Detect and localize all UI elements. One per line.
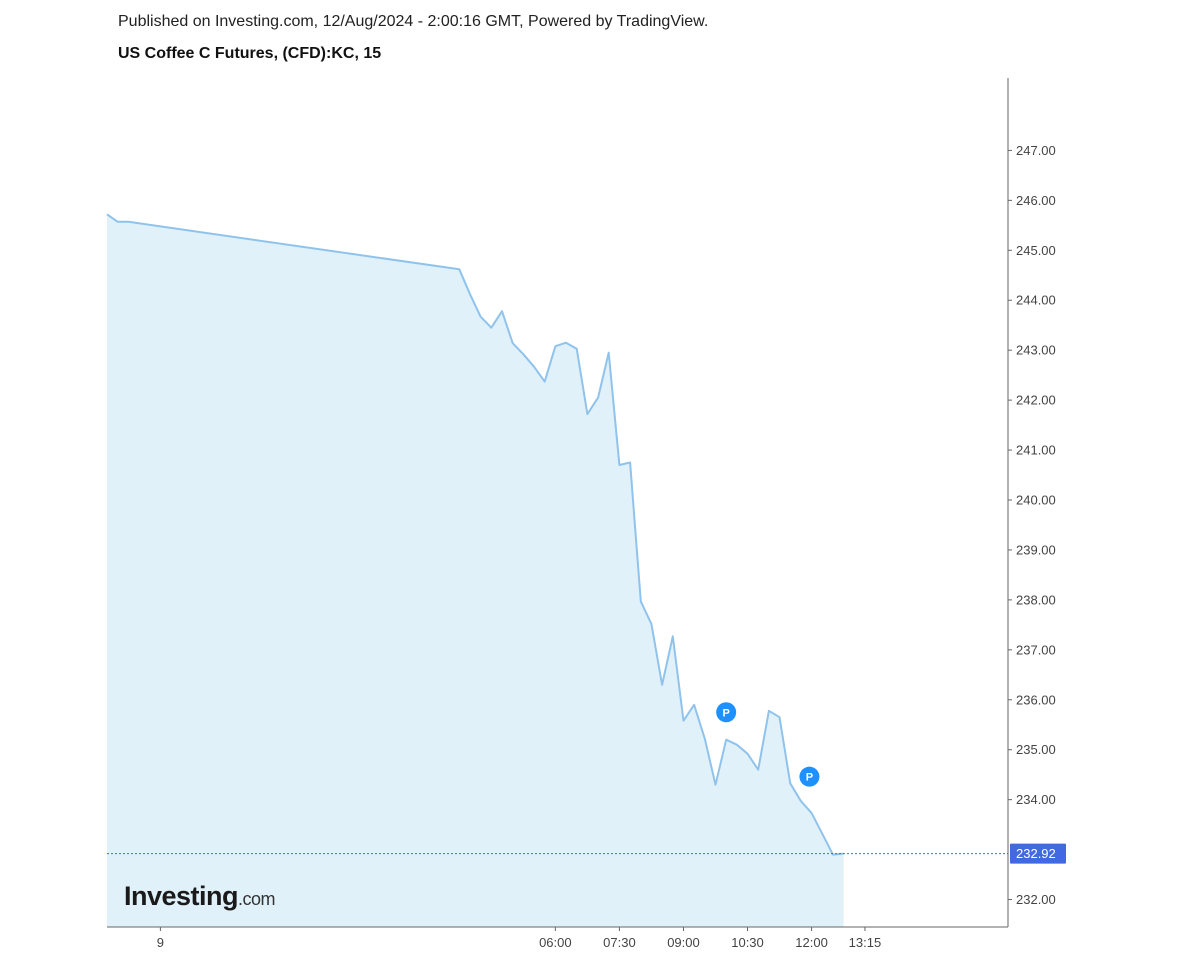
x-tick-label: 12:00 — [795, 935, 828, 950]
y-tick-label: 238.00 — [1016, 592, 1056, 607]
y-tick-label: 237.00 — [1016, 642, 1056, 657]
event-marker-label: P — [722, 707, 729, 719]
y-tick-label: 239.00 — [1016, 542, 1056, 557]
y-tick-label: 240.00 — [1016, 493, 1056, 508]
x-axis-ticks: 9 06:00 07:30 09:00 10:30 12:00 13:15 — [157, 927, 881, 950]
y-tick-label: 246.00 — [1016, 193, 1056, 208]
last-price-badge: 232.92 — [1010, 843, 1066, 864]
event-marker-icon[interactable]: P — [799, 766, 820, 787]
event-marker-label: P — [806, 772, 813, 784]
last-price-label: 232.92 — [1016, 846, 1056, 861]
y-tick-label: 234.00 — [1016, 792, 1056, 807]
published-info: Published on Investing.com, 12/Aug/2024 … — [118, 13, 709, 30]
y-tick-label: 241.00 — [1016, 443, 1056, 458]
y-tick-label: 247.00 — [1016, 143, 1056, 158]
x-tick-label: 07:30 — [603, 935, 636, 950]
y-tick-label: 245.00 — [1016, 243, 1056, 258]
y-tick-label: 232.00 — [1016, 892, 1056, 907]
y-tick-label: 243.00 — [1016, 343, 1056, 358]
x-tick-label: 09:00 — [667, 935, 700, 950]
symbol-title: US Coffee C Futures, (CFD):KC, 15 — [118, 45, 382, 62]
x-tick-label: 10:30 — [731, 935, 764, 950]
event-marker-circle[interactable] — [716, 702, 737, 723]
price-area-fill — [107, 214, 844, 928]
price-line — [106, 213, 844, 856]
logo-brand: Investing — [124, 881, 238, 911]
event-markers: PP — [716, 702, 820, 787]
x-tick-label: 06:00 — [539, 935, 572, 950]
x-tick-label: 9 — [157, 935, 164, 950]
y-tick-label: 235.00 — [1016, 742, 1056, 757]
logo-suffix: .com — [238, 889, 275, 909]
y-tick-label: 236.00 — [1016, 692, 1056, 707]
event-marker-circle[interactable] — [799, 766, 820, 787]
svg-text:Investing.com: Investing.com — [124, 881, 275, 911]
y-axis-ticks: 232.00 234.00 235.00 236.00 237.00 238.00 239.… — [1008, 143, 1056, 907]
event-marker-icon[interactable]: P — [716, 702, 737, 723]
y-tick-label: 242.00 — [1016, 393, 1056, 408]
y-tick-label: 244.00 — [1016, 293, 1056, 308]
x-tick-label: 13:15 — [849, 935, 882, 950]
investing-logo: Investing.com — [124, 881, 276, 911]
